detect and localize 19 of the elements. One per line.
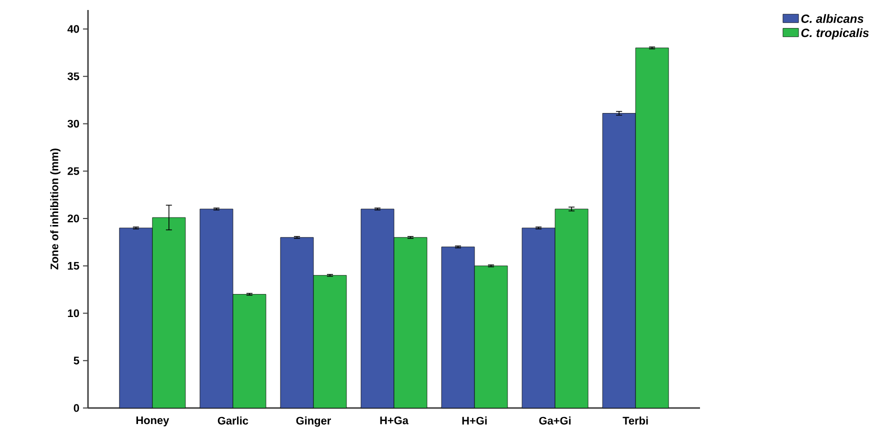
y-tick-label: 10 [68, 309, 80, 318]
x-tick-label: Ga+Gi [539, 416, 571, 425]
legend-label: C. tropicalis [801, 28, 869, 40]
y-tick-label: 20 [68, 214, 80, 222]
x-tick-label: Honey [136, 416, 170, 426]
x-tick-label: Ginger [296, 416, 331, 427]
y-axis-title: Zone of inhibition (mm) [50, 148, 60, 270]
y-tick-label: 30 [68, 120, 80, 128]
legend-label: C. albicans [801, 14, 864, 23]
y-tick-label: 25 [68, 167, 80, 175]
y-tick-label: 5 [74, 356, 80, 364]
y-tick-label: 40 [67, 25, 80, 33]
y-tick-label: 15 [68, 262, 80, 270]
y-tick-label: 0 [74, 404, 80, 412]
x-tick-label: Garlic [218, 416, 248, 425]
x-tick-label: H+Gi [462, 416, 487, 425]
x-tick-label: H+Ga [380, 416, 409, 424]
y-tick-label: 35 [68, 72, 80, 80]
x-tick-label: Terbi [622, 416, 648, 425]
